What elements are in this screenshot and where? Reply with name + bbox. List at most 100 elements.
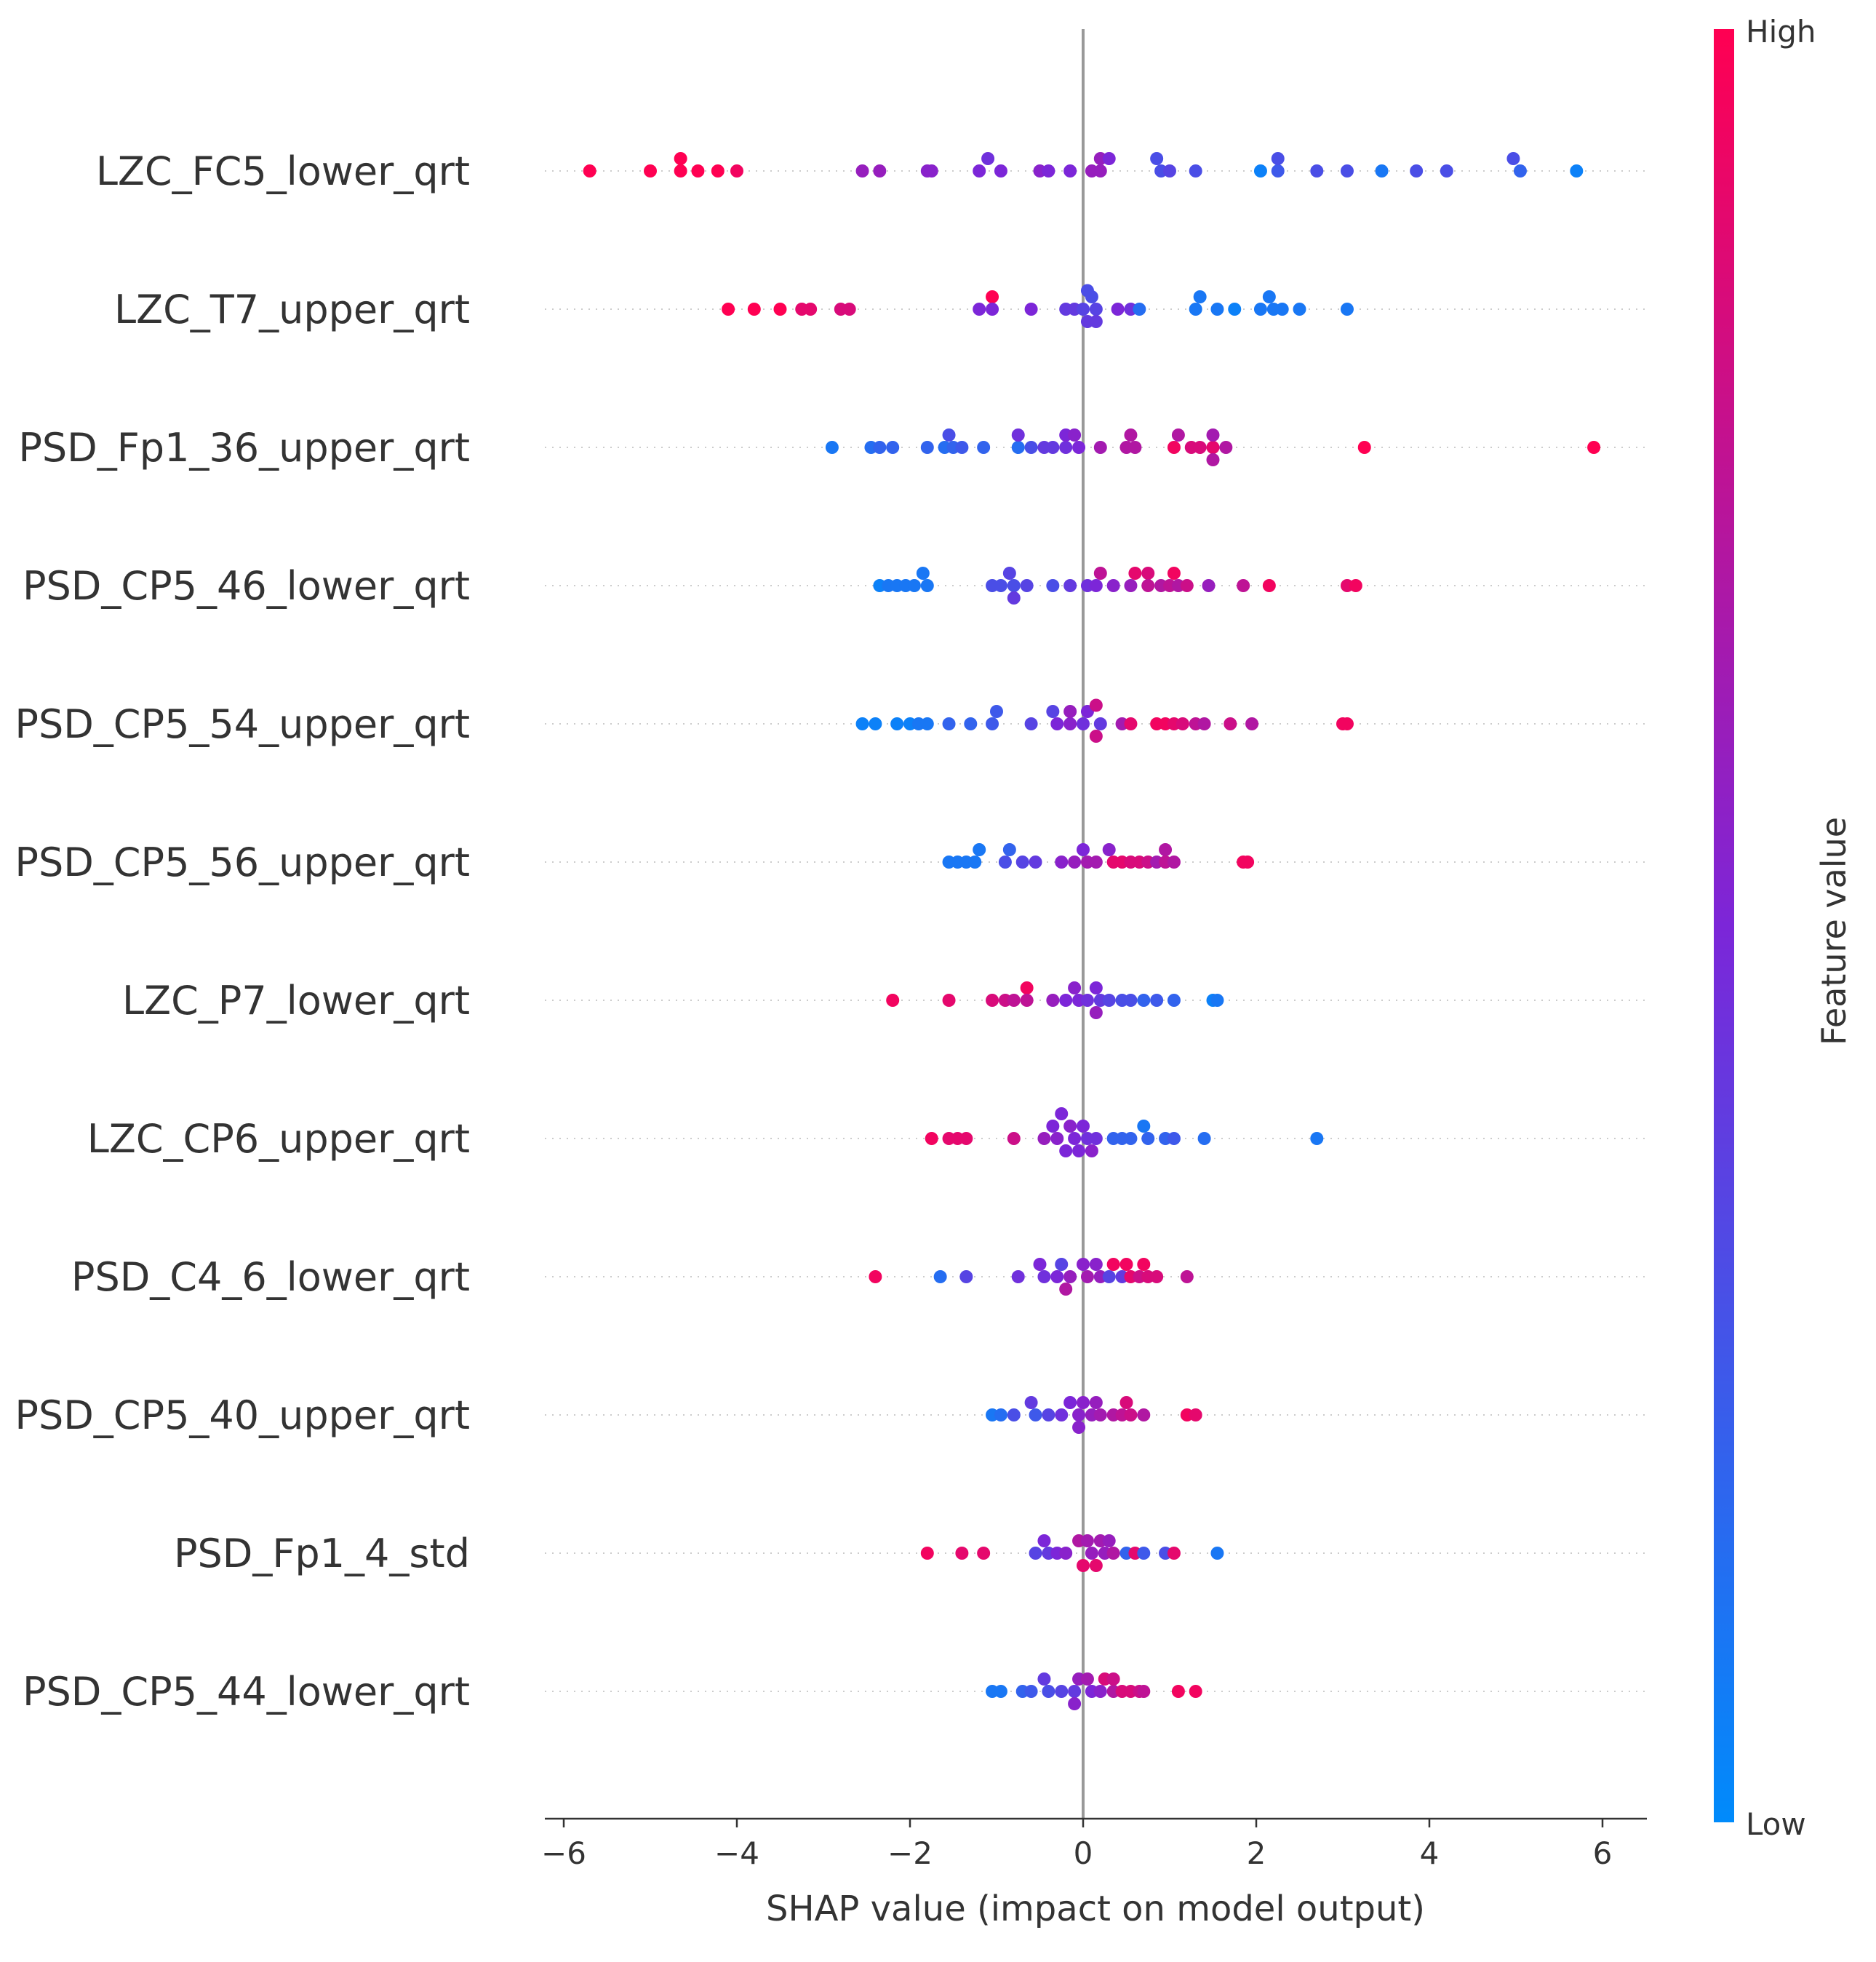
shap-point — [942, 717, 956, 730]
shap-point — [959, 1132, 973, 1145]
shap-point — [1063, 579, 1077, 592]
shap-point — [1085, 290, 1098, 303]
shap-points — [583, 152, 1601, 1710]
shap-point — [1171, 428, 1185, 442]
shap-point — [920, 717, 934, 730]
shap-point — [1080, 1270, 1094, 1283]
shap-point — [1020, 994, 1034, 1007]
shap-point — [1253, 164, 1267, 178]
shap-point — [1102, 1270, 1116, 1283]
shap-point — [994, 1685, 1007, 1698]
shap-point — [1128, 441, 1142, 454]
shap-point — [873, 164, 887, 178]
feature-label: PSD_CP5_40_upper_qrt — [15, 1392, 470, 1438]
shap-point — [942, 994, 956, 1007]
shap-point — [1106, 1258, 1120, 1271]
shap-point — [990, 705, 1003, 718]
shap-point — [916, 567, 930, 580]
shap-point — [730, 164, 743, 178]
shap-point — [1167, 1547, 1181, 1560]
shap-point — [1089, 856, 1103, 869]
shap-point — [1072, 1421, 1086, 1434]
shap-point — [977, 1547, 991, 1560]
shap-point — [1241, 856, 1255, 869]
shap-point — [1159, 843, 1173, 856]
x-tick-label: 4 — [1420, 1835, 1440, 1871]
feature-label: PSD_C4_6_lower_qrt — [71, 1254, 470, 1300]
shap-point — [1106, 1672, 1120, 1686]
shap-point — [1124, 579, 1138, 592]
colorbar-low-label: Low — [1746, 1806, 1806, 1842]
shap-point — [1077, 1396, 1090, 1409]
x-tick-label: 2 — [1247, 1835, 1266, 1871]
shap-point — [583, 164, 596, 178]
shap-point — [1176, 717, 1189, 730]
shap-point — [1167, 441, 1181, 454]
shap-point — [842, 303, 856, 316]
shap-point — [1029, 1408, 1042, 1421]
shap-point — [1167, 1132, 1181, 1145]
shap-point — [1072, 441, 1086, 454]
shap-point — [1089, 315, 1103, 328]
shap-point — [711, 164, 725, 178]
shap-point — [1137, 1408, 1151, 1421]
shap-point — [977, 441, 991, 454]
shap-point — [674, 152, 687, 165]
shap-point — [1080, 1534, 1094, 1547]
shap-point — [1245, 717, 1259, 730]
shap-point — [1055, 856, 1069, 869]
shap-point — [1050, 717, 1064, 730]
shap-point — [1253, 303, 1267, 316]
shap-point — [1080, 994, 1094, 1007]
shap-point — [1007, 994, 1021, 1007]
shap-point — [1513, 164, 1527, 178]
shap-point — [1102, 994, 1116, 1007]
shap-point — [1340, 303, 1354, 316]
shap-point — [1219, 441, 1233, 454]
shap-point — [1570, 164, 1584, 178]
shap-point — [1293, 303, 1306, 316]
feature-label: PSD_Fp1_4_std — [174, 1531, 470, 1576]
x-tick-label: 0 — [1074, 1835, 1093, 1871]
shap-point — [1340, 717, 1354, 730]
shap-point — [1310, 1132, 1324, 1145]
shap-point — [869, 717, 882, 730]
shap-point — [1089, 698, 1103, 712]
shap-point — [973, 843, 986, 856]
feature-label: PSD_CP5_46_lower_qrt — [23, 563, 470, 609]
shap-point — [1262, 579, 1276, 592]
shap-point — [1046, 1120, 1060, 1133]
shap-point — [1033, 1258, 1047, 1271]
shap-point — [1093, 567, 1107, 580]
shap-point — [1063, 717, 1077, 730]
shap-point — [1089, 1258, 1103, 1271]
feature-label: LZC_T7_upper_qrt — [114, 287, 470, 332]
shap-point — [1189, 1685, 1202, 1698]
shap-point — [773, 303, 787, 316]
shap-point — [1007, 591, 1021, 605]
shap-point — [1077, 717, 1090, 730]
shap-point — [674, 164, 687, 178]
shap-point — [1102, 1534, 1116, 1547]
shap-point — [1119, 1396, 1133, 1409]
shap-point — [886, 441, 900, 454]
shap-point — [1059, 1283, 1073, 1296]
shap-point — [1055, 1258, 1069, 1271]
shap-point — [1137, 1120, 1151, 1133]
shap-point — [1093, 164, 1107, 178]
shap-point — [644, 164, 657, 178]
shap-point — [1167, 856, 1181, 869]
shap-point — [1077, 1120, 1090, 1133]
shap-point — [873, 441, 887, 454]
shap-point — [1275, 303, 1289, 316]
shap-point — [1167, 567, 1181, 580]
feature-label: PSD_CP5_44_lower_qrt — [23, 1669, 470, 1715]
shap-point — [1124, 1132, 1138, 1145]
shap-point — [1042, 164, 1055, 178]
shap-point — [1137, 1685, 1151, 1698]
shap-point — [1106, 579, 1120, 592]
shap-point — [1055, 1408, 1069, 1421]
shap-point — [1055, 1685, 1069, 1698]
shap-point — [1068, 1697, 1082, 1710]
shap-point — [1340, 164, 1354, 178]
